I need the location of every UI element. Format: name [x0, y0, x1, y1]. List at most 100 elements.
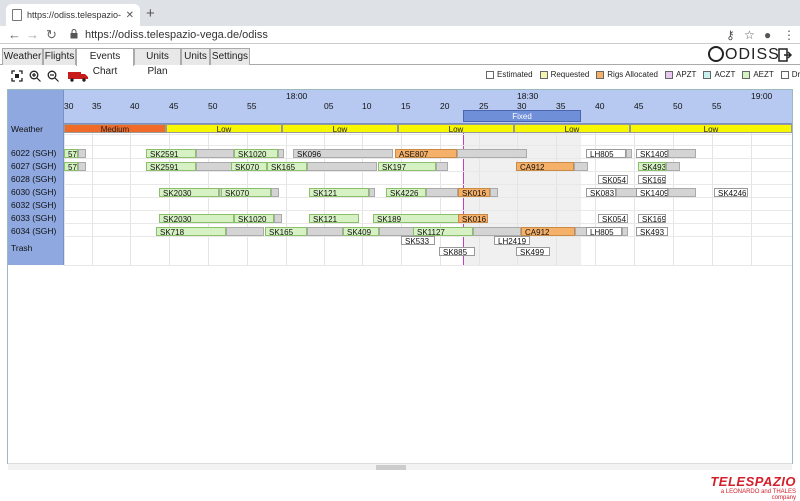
grid-line [92, 124, 93, 265]
weather-level-bar: Low [398, 124, 514, 134]
row-label-unit: 6034 (SGH) [11, 226, 57, 236]
browser-tab-bar: https://odiss.telespazio-vega.d ✕ + [0, 0, 800, 26]
flight-bar[interactable]: SK2030 [159, 214, 234, 223]
grid-line [556, 124, 557, 265]
flight-bar[interactable]: SK165 [265, 227, 307, 236]
flight-bar[interactable]: SK533 [401, 236, 435, 245]
forward-icon[interactable]: → [26, 27, 39, 42]
tab-flights[interactable]: Flights [43, 48, 76, 65]
reload-icon[interactable]: ↻ [46, 27, 57, 42]
flight-bar[interactable]: SK070 [231, 162, 267, 171]
flight-bar[interactable]: SK499 [516, 247, 550, 256]
key-icon[interactable]: ⚷ [726, 28, 735, 42]
legend-item: ACZT [703, 70, 735, 79]
flight-bar[interactable]: SK493 [636, 227, 668, 236]
flight-bar[interactable]: SK054 [598, 214, 628, 223]
flight-bar[interactable]: 573 [64, 162, 78, 171]
close-tab-icon[interactable]: ✕ [125, 9, 134, 21]
drive-time-bar [574, 162, 588, 171]
events-gantt-chart: Weather 6022 (SGH) 6027 (SGH) 6028 (SGH) 603… [7, 89, 793, 464]
odiss-logo: ODISS [708, 46, 780, 64]
flight-bar[interactable]: 573 [64, 149, 78, 158]
tab-settings[interactable]: Settings [210, 48, 250, 65]
zoom-in-icon[interactable] [29, 70, 41, 82]
fixed-window-marker: Fixed [463, 110, 581, 122]
flight-bar[interactable]: SK2591 [146, 149, 196, 158]
bookmark-star-icon[interactable]: ☆ [744, 28, 755, 42]
flight-bar[interactable]: LH805 [586, 149, 626, 158]
flight-bar[interactable]: SK096 [293, 149, 393, 158]
logout-icon[interactable] [778, 48, 792, 62]
flight-bar[interactable]: SK070 [221, 188, 271, 197]
flight-bar[interactable]: SK493 [638, 162, 666, 171]
minute-tick: 35 [556, 101, 566, 111]
flight-bar[interactable]: SK189 [373, 214, 459, 223]
horizontal-scrollbar[interactable] [8, 463, 792, 470]
weather-level-bar: Low [514, 124, 630, 134]
tab-units-plan[interactable]: Units Plan [134, 48, 181, 77]
grid-line [751, 124, 752, 265]
flight-bar[interactable]: SK169 [638, 175, 666, 184]
menu-icon[interactable]: ⋮ [783, 28, 795, 42]
back-icon[interactable]: ← [8, 27, 21, 42]
flight-bar[interactable]: SK1409 [636, 188, 668, 197]
flight-bar[interactable]: SK885 [439, 247, 475, 256]
account-icon[interactable]: ● [764, 28, 772, 42]
legend-item: AEZT [742, 70, 774, 79]
flight-bar[interactable]: LH2419 [494, 236, 530, 245]
new-tab-icon[interactable]: + [146, 5, 155, 22]
legend-swatch [742, 70, 751, 79]
flight-bar[interactable]: SK121 [309, 214, 359, 223]
weather-level-bar: Low [282, 124, 398, 134]
zoom-out-icon[interactable] [47, 70, 59, 82]
flight-bar[interactable]: SK4226 [386, 188, 426, 197]
flight-bar[interactable]: SK016 [458, 214, 488, 223]
status-legend: Estimated Requested Rigs Allocated APZT ACZT… [486, 70, 800, 79]
flight-bar[interactable]: SK054 [598, 175, 628, 184]
flight-bar[interactable]: SK121 [309, 188, 369, 197]
flight-bar[interactable]: SK165 [267, 162, 307, 171]
flight-bar[interactable]: CA912 [516, 162, 574, 171]
flight-bar[interactable]: ASE807 [395, 149, 457, 158]
scrollbar-thumb[interactable] [376, 465, 406, 470]
flight-bar[interactable]: CA912 [521, 227, 575, 236]
tab-weather[interactable]: Weather [2, 48, 43, 65]
flight-bar[interactable]: SK2030 [159, 188, 219, 197]
row-divider [64, 171, 792, 172]
footer-brand: TELESPAZIO [710, 474, 796, 489]
flight-bar[interactable]: SK016 [458, 188, 490, 197]
legend-swatch [486, 70, 494, 79]
browser-tab-title: https://odiss.telespazio-vega.d [27, 10, 121, 20]
tab-units[interactable]: Units [181, 48, 210, 65]
flight-bar[interactable]: SK169 [638, 214, 666, 223]
row-divider [64, 158, 792, 159]
flight-bar[interactable]: SK1127 [413, 227, 473, 236]
flight-bar[interactable]: SK197 [378, 162, 436, 171]
drive-time-bar [369, 188, 375, 197]
drive-time-bar [78, 162, 86, 171]
flight-bar[interactable]: LH805 [586, 227, 622, 236]
minute-tick: 50 [208, 101, 218, 111]
flight-bar[interactable]: SK083 [586, 188, 616, 197]
truck-icon[interactable] [67, 70, 89, 82]
flight-bar[interactable]: SK1409 [636, 149, 668, 158]
legend-swatch [596, 70, 605, 79]
hour-label: 18:00 [286, 91, 308, 101]
flight-bar[interactable]: SK1020 [234, 149, 278, 158]
tab-events-chart[interactable]: Events Chart [76, 48, 134, 77]
minute-tick: 45 [634, 101, 644, 111]
flight-bar[interactable]: SK718 [156, 227, 226, 236]
fit-to-screen-icon[interactable] [11, 70, 23, 82]
row-label-unit: 6030 (SGH) [11, 187, 57, 197]
drive-time-bar [226, 227, 264, 236]
flight-bar[interactable]: SK409 [343, 227, 379, 236]
legend-item: Requested [539, 70, 589, 79]
flight-bar[interactable]: SK2591 [146, 162, 196, 171]
minute-tick: 30 [517, 101, 527, 111]
browser-tab[interactable]: https://odiss.telespazio-vega.d ✕ [6, 4, 140, 26]
grid-line [517, 124, 518, 265]
flight-bar[interactable]: SK4246 [714, 188, 748, 197]
legend-swatch [780, 70, 789, 79]
flight-bar[interactable]: SK1020 [234, 214, 274, 223]
url-field[interactable]: https://odiss.telespazio-vega.de/odiss [85, 29, 268, 41]
